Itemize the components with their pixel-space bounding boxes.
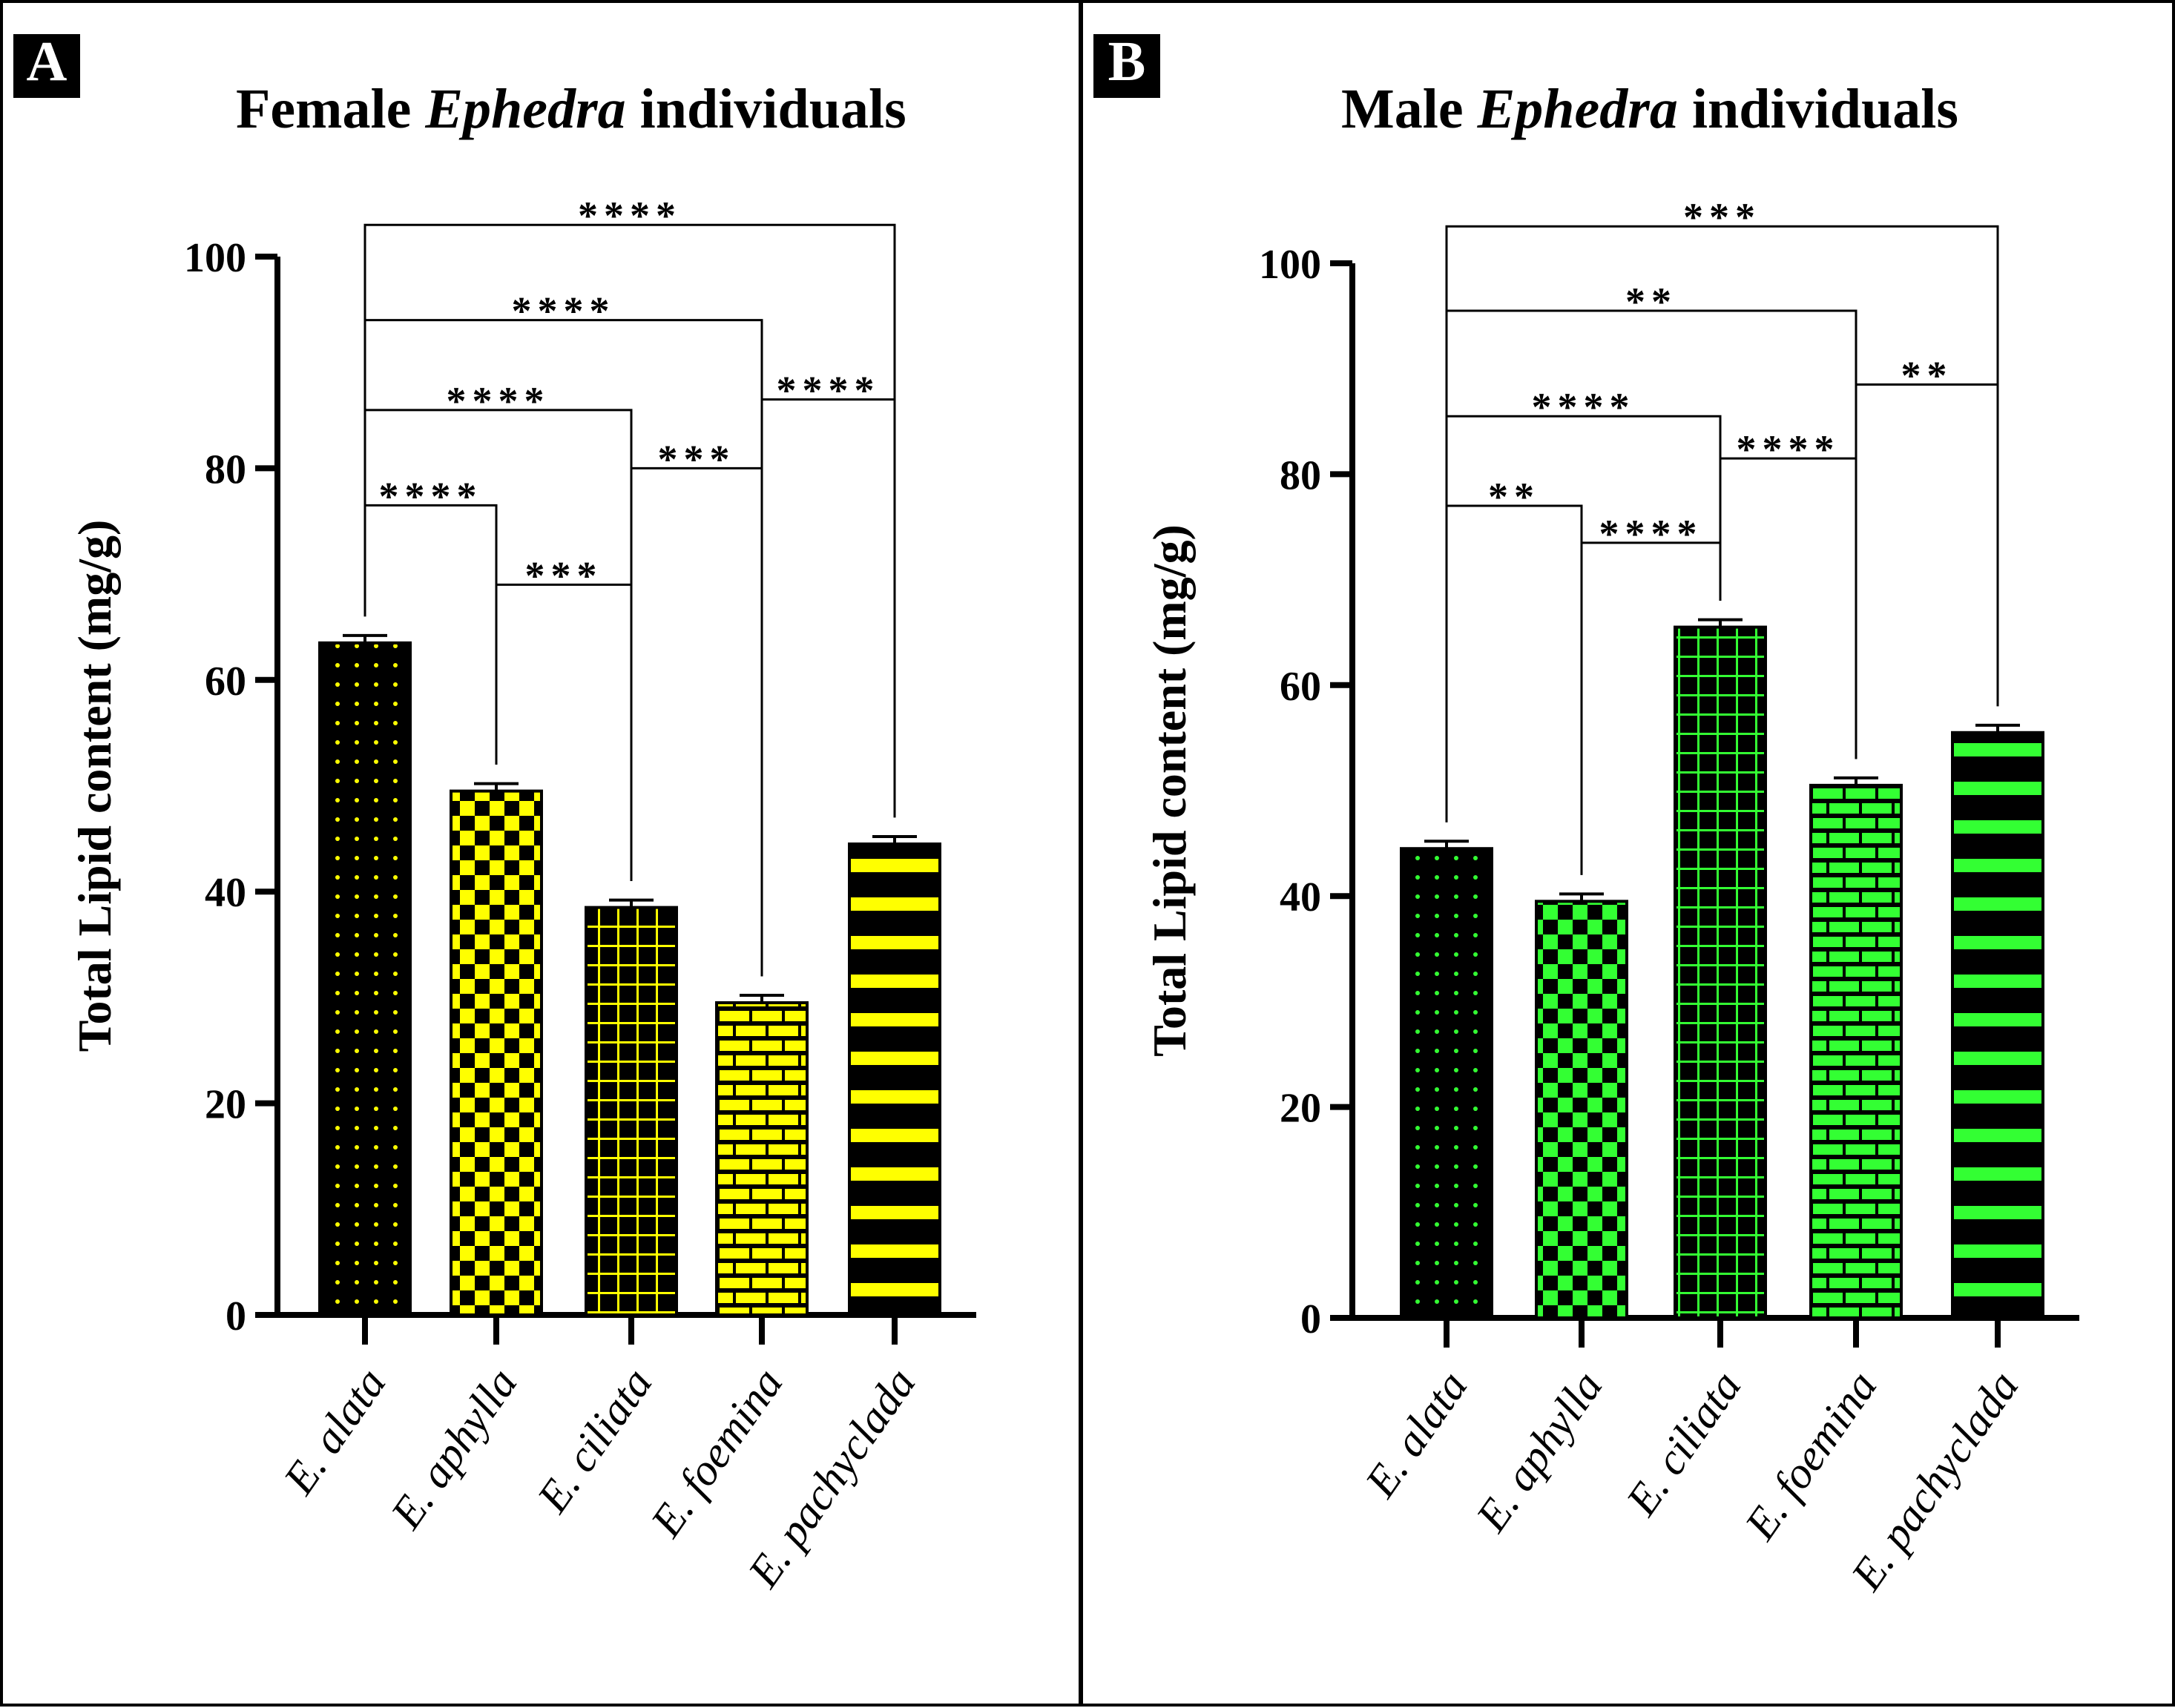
significance-label: **** (447, 379, 550, 423)
panel-label-box (13, 34, 80, 98)
title-part: Ephedra (424, 78, 625, 140)
panel-border (1080, 0, 2175, 1707)
title-part: Ephedra (1477, 78, 1678, 140)
significance-label: **** (1532, 385, 1636, 429)
title-part: individuals (1678, 78, 1958, 140)
bar (715, 1001, 809, 1317)
significance-label: ** (1488, 475, 1540, 519)
significance-label: **** (512, 289, 616, 334)
y-tick-label: 0 (226, 1293, 246, 1339)
y-tick-label: 60 (1280, 664, 1321, 710)
bar (1400, 847, 1493, 1319)
y-tick-label: 100 (184, 235, 246, 281)
bar (1809, 783, 1903, 1319)
y-tick-label: 20 (205, 1082, 246, 1128)
significance-label: **** (379, 474, 483, 518)
significance-bracket (363, 319, 763, 977)
y-tick-label: 40 (1280, 874, 1321, 920)
significance-label: **** (777, 369, 881, 413)
x-tick-label: E. foemina (641, 1359, 792, 1546)
panel-label: A (27, 30, 68, 93)
x-tick-label: E. ciliata (527, 1359, 662, 1522)
title-part: Female (236, 78, 425, 140)
x-tick-label: E. alata (274, 1359, 395, 1503)
y-axis-label: Total Lipid content (mg/g) (68, 520, 121, 1052)
panel-a: A Female Ephedra individuals Total Lipid c… (0, 0, 1082, 1707)
significance-label: ** (1625, 280, 1677, 324)
title-part: Male (1341, 78, 1478, 140)
y-tick-label: 80 (1280, 452, 1321, 498)
bar (1535, 900, 1628, 1320)
significance-bracket (363, 223, 896, 818)
y-axis-label: Total Lipid content (mg/g) (1143, 524, 1196, 1057)
bar (585, 906, 678, 1316)
chart-title: Female Ephedra individuals (236, 78, 906, 140)
x-tick-label: E. ciliata (1616, 1362, 1751, 1525)
y-tick-label: 40 (205, 870, 246, 916)
panel-b: B Male Ephedra individuals Total Lipid con… (1080, 0, 2175, 1707)
y-tick-label: 20 (1280, 1086, 1321, 1132)
title-part: individuals (626, 78, 906, 140)
panel-label-box (1093, 34, 1160, 98)
significance-label: **** (1599, 512, 1703, 556)
significance-label: *** (1683, 195, 1761, 240)
significance-bracket (1445, 309, 1858, 822)
y-tick-label: 80 (205, 446, 246, 492)
y-tick-label: 60 (205, 659, 246, 705)
significance-bracket (1445, 504, 1583, 875)
bar (450, 789, 543, 1316)
chart-title: Male Ephedra individuals (1341, 78, 1958, 140)
x-tick-label: E. aphylla (1467, 1362, 1612, 1541)
y-tick-label: 0 (1300, 1296, 1321, 1342)
bar (318, 641, 412, 1316)
significance-label: **** (1737, 427, 1840, 472)
x-tick-label: E. aphylla (381, 1359, 527, 1538)
significance-label: **** (578, 194, 682, 238)
x-tick-label: E. alata (1355, 1362, 1477, 1506)
bar (1674, 625, 1767, 1319)
significance-bracket (1855, 383, 1999, 759)
bar (1951, 731, 2044, 1319)
y-tick-label: 100 (1259, 242, 1321, 288)
panel-label: B (1108, 30, 1146, 93)
bar (848, 842, 941, 1316)
significance-bracket (1445, 225, 1999, 822)
significance-label: *** (525, 553, 603, 598)
x-tick-label: E. foemina (1735, 1362, 1886, 1549)
significance-label: *** (658, 437, 736, 481)
significance-label: ** (1901, 354, 1953, 398)
